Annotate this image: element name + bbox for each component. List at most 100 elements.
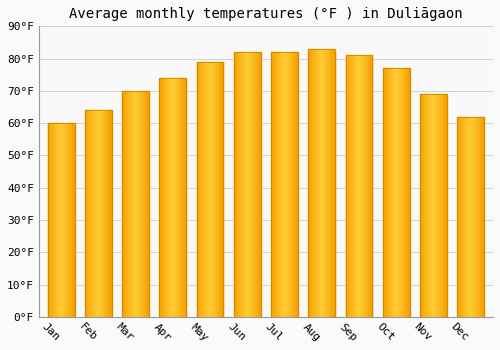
- Bar: [313, 49, 314, 317]
- Bar: [280, 52, 281, 317]
- Bar: [420, 94, 422, 317]
- Bar: [68, 123, 69, 317]
- Bar: [479, 117, 480, 317]
- Bar: [221, 62, 222, 317]
- Bar: [283, 52, 284, 317]
- Bar: [52, 123, 53, 317]
- Bar: [122, 91, 149, 317]
- Bar: [71, 123, 72, 317]
- Bar: [85, 110, 112, 317]
- Bar: [350, 55, 351, 317]
- Bar: [252, 52, 254, 317]
- Bar: [102, 110, 103, 317]
- Bar: [308, 49, 309, 317]
- Bar: [396, 68, 397, 317]
- Bar: [127, 91, 128, 317]
- Bar: [277, 52, 278, 317]
- Bar: [202, 62, 203, 317]
- Bar: [242, 52, 244, 317]
- Bar: [126, 91, 127, 317]
- Bar: [362, 55, 363, 317]
- Bar: [70, 123, 71, 317]
- Bar: [426, 94, 427, 317]
- Bar: [110, 110, 111, 317]
- Bar: [57, 123, 58, 317]
- Bar: [351, 55, 352, 317]
- Bar: [204, 62, 206, 317]
- Bar: [404, 68, 405, 317]
- Bar: [177, 78, 178, 317]
- Bar: [85, 110, 86, 317]
- Bar: [198, 62, 200, 317]
- Bar: [254, 52, 256, 317]
- Bar: [275, 52, 276, 317]
- Bar: [179, 78, 180, 317]
- Bar: [129, 91, 130, 317]
- Bar: [132, 91, 133, 317]
- Bar: [328, 49, 329, 317]
- Bar: [314, 49, 315, 317]
- Bar: [136, 91, 137, 317]
- Bar: [160, 78, 161, 317]
- Bar: [439, 94, 440, 317]
- Bar: [210, 62, 211, 317]
- Bar: [184, 78, 185, 317]
- Bar: [223, 62, 224, 317]
- Bar: [312, 49, 313, 317]
- Bar: [214, 62, 215, 317]
- Bar: [196, 62, 224, 317]
- Bar: [425, 94, 426, 317]
- Bar: [89, 110, 90, 317]
- Bar: [258, 52, 260, 317]
- Bar: [98, 110, 99, 317]
- Bar: [318, 49, 319, 317]
- Bar: [442, 94, 443, 317]
- Bar: [213, 62, 214, 317]
- Bar: [139, 91, 140, 317]
- Bar: [482, 117, 483, 317]
- Bar: [60, 123, 61, 317]
- Bar: [165, 78, 166, 317]
- Bar: [196, 62, 198, 317]
- Bar: [169, 78, 170, 317]
- Bar: [349, 55, 350, 317]
- Bar: [167, 78, 168, 317]
- Bar: [389, 68, 390, 317]
- Bar: [315, 49, 316, 317]
- Bar: [445, 94, 446, 317]
- Bar: [322, 49, 323, 317]
- Bar: [392, 68, 393, 317]
- Bar: [240, 52, 242, 317]
- Bar: [140, 91, 141, 317]
- Bar: [95, 110, 96, 317]
- Bar: [387, 68, 388, 317]
- Bar: [383, 68, 409, 317]
- Bar: [443, 94, 444, 317]
- Bar: [460, 117, 462, 317]
- Bar: [135, 91, 136, 317]
- Bar: [359, 55, 360, 317]
- Bar: [91, 110, 92, 317]
- Bar: [427, 94, 428, 317]
- Bar: [478, 117, 479, 317]
- Bar: [53, 123, 54, 317]
- Bar: [397, 68, 398, 317]
- Bar: [398, 68, 399, 317]
- Bar: [234, 52, 260, 317]
- Bar: [393, 68, 394, 317]
- Bar: [395, 68, 396, 317]
- Bar: [354, 55, 355, 317]
- Bar: [272, 52, 273, 317]
- Bar: [290, 52, 291, 317]
- Bar: [384, 68, 385, 317]
- Bar: [357, 55, 358, 317]
- Bar: [144, 91, 145, 317]
- Bar: [468, 117, 469, 317]
- Bar: [474, 117, 476, 317]
- Bar: [161, 78, 162, 317]
- Bar: [130, 91, 131, 317]
- Bar: [440, 94, 441, 317]
- Bar: [271, 52, 298, 317]
- Bar: [334, 49, 335, 317]
- Bar: [62, 123, 63, 317]
